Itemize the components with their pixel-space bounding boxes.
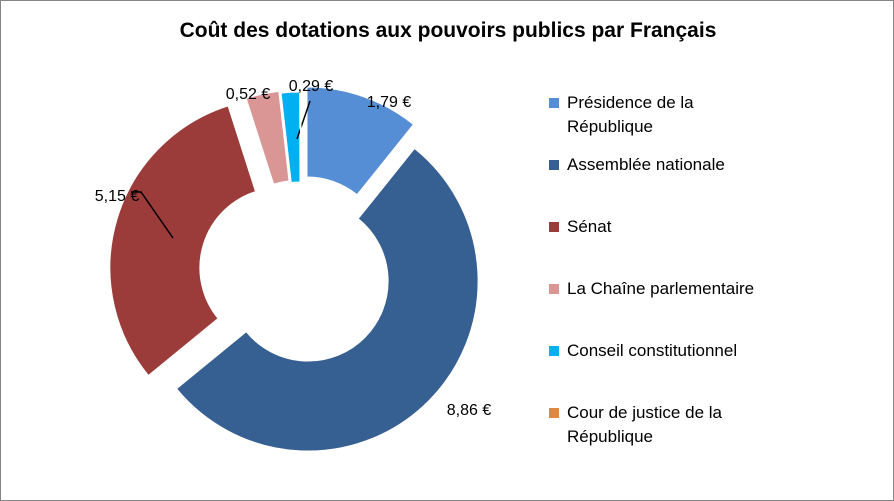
- slice-pr-sidence-de-la-r-publique: [306, 86, 415, 196]
- slice-assembl-e-nationale: [175, 147, 479, 452]
- leader-line: [296, 100, 311, 140]
- legend-label: Conseil constitutionnel: [567, 341, 738, 360]
- data-label: 0,29 €: [289, 78, 334, 95]
- data-label: 5,15 €: [95, 188, 140, 205]
- legend-swatch: [549, 346, 559, 356]
- legend-swatch: [549, 160, 559, 170]
- legend-label: Présidence de la République: [567, 93, 694, 136]
- legend-swatch: [549, 98, 559, 108]
- slice-cour-de-justice-de-la-r-publique: [299, 93, 302, 185]
- legend-label: Cour de justice de la République: [567, 403, 722, 446]
- slice-conseil-constitutionnel: [280, 91, 301, 184]
- legend-label: La Chaîne parlementaire: [567, 279, 755, 298]
- data-label: 0,52 €: [226, 86, 271, 103]
- legend-label: Sénat: [567, 217, 612, 236]
- data-label: 8,86 €: [447, 402, 492, 419]
- legend-swatch: [549, 284, 559, 294]
- legend-label: Assemblée nationale: [567, 155, 725, 174]
- slice-la-cha-ne-parlementaire: [245, 90, 290, 185]
- legend-swatch: [549, 222, 559, 232]
- data-label: 1,79 €: [367, 94, 412, 111]
- legend-swatch: [549, 408, 559, 418]
- chart-title: Coût des dotations aux pouvoirs publics …: [179, 19, 717, 42]
- slice-s-nat: [109, 105, 257, 377]
- leader-line: [131, 191, 174, 239]
